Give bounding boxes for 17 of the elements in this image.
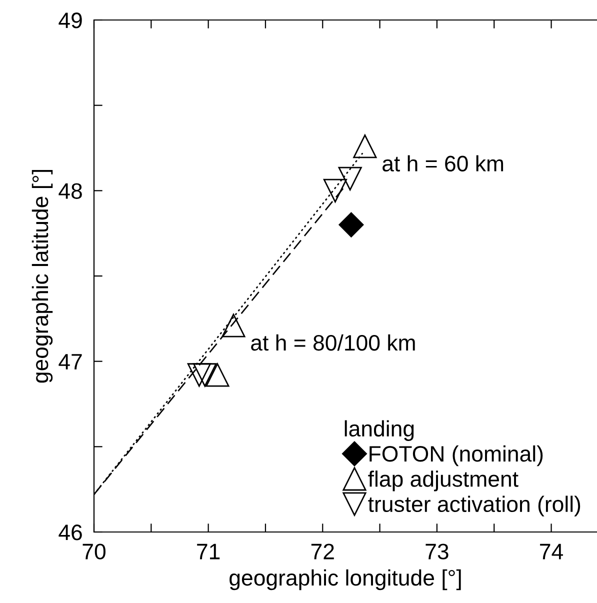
legend-label: truster activation (roll) bbox=[368, 496, 580, 516]
annotation: at h = 60 km bbox=[382, 155, 504, 172]
legend-label: flap adjustment bbox=[368, 470, 518, 492]
x-tick-label: 70 bbox=[82, 544, 106, 560]
x-tick-label: 74 bbox=[540, 544, 563, 560]
y-tick-label: 47 bbox=[58, 354, 82, 370]
x-axis-title: geographic longitude [°] bbox=[230, 569, 461, 590]
legend-title: landing bbox=[344, 420, 414, 441]
y-axis-title: geographic latitude [°] bbox=[32, 170, 53, 383]
annotation: at h = 80/100 km bbox=[251, 334, 415, 351]
x-tick-label: 71 bbox=[197, 544, 220, 560]
y-tick-label: 48 bbox=[58, 183, 82, 199]
y-tick-label: 49 bbox=[58, 12, 82, 28]
x-tick-label: 73 bbox=[426, 544, 448, 560]
y-tick-label: 46 bbox=[58, 524, 82, 540]
x-tick-label: 72 bbox=[311, 544, 334, 560]
legend-label: FOTON (nominal) bbox=[370, 445, 543, 466]
